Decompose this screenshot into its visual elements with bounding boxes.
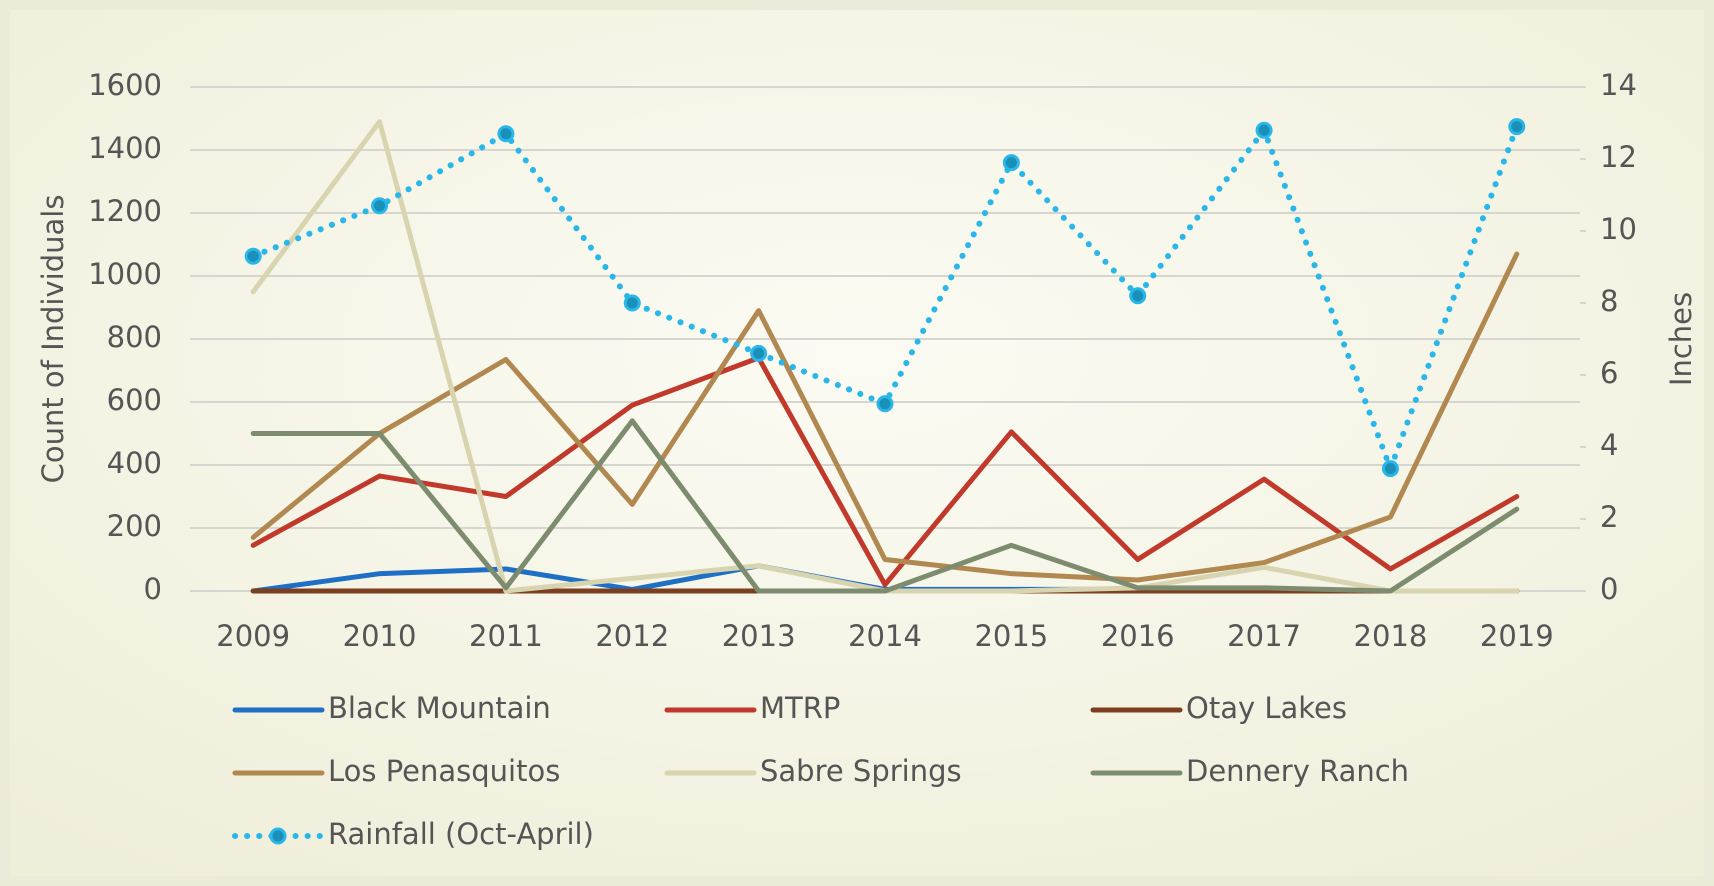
series-marker — [876, 395, 894, 413]
series-line — [250, 251, 1520, 583]
legend-label: Dennery Ranch — [1186, 754, 1409, 788]
series-line — [250, 418, 1520, 594]
x-tick-label: 2014 — [848, 619, 922, 653]
x-tick-label: 2009 — [216, 619, 290, 653]
series-marker — [1002, 154, 1020, 172]
x-tick-label: 2016 — [1101, 619, 1175, 653]
series-marker — [1508, 118, 1526, 136]
x-tick-label: 2017 — [1227, 619, 1301, 653]
y2-axis-title: Inches — [1664, 292, 1698, 386]
series-marker — [1129, 287, 1147, 305]
y2-tick-label: 4 — [1600, 428, 1618, 462]
legend-label: Black Mountain — [328, 691, 551, 725]
x-tick-label: 2010 — [343, 619, 417, 653]
series-marker — [371, 197, 389, 215]
legend-label: Los Penasquitos — [328, 754, 560, 788]
y2-tick-label: 12 — [1600, 140, 1637, 174]
series-marker — [750, 344, 768, 362]
y-tick-label: 600 — [107, 383, 162, 417]
legend-label: Rainfall (Oct-April) — [328, 817, 594, 851]
legend-label: Otay Lakes — [1186, 691, 1347, 725]
y-tick-label: 800 — [107, 320, 162, 354]
y2-tick-label: 2 — [1600, 500, 1618, 534]
y-tick-label: 1600 — [88, 68, 162, 102]
y-axis-title: Count of Individuals — [36, 195, 70, 484]
legend-label: Sabre Springs — [760, 754, 962, 788]
x-tick-label: 2013 — [722, 619, 796, 653]
series-line — [250, 355, 1520, 588]
y2-tick-label: 6 — [1600, 356, 1618, 390]
y2-tick-label: 10 — [1600, 212, 1637, 246]
y2-tick-label: 0 — [1600, 572, 1618, 606]
legend-label: MTRP — [760, 691, 840, 725]
y2-tick-label: 8 — [1600, 284, 1618, 318]
y-tick-label: 1000 — [88, 257, 162, 291]
x-tick-label: 2019 — [1480, 619, 1554, 653]
y-tick-label: 0 — [144, 572, 162, 606]
x-tick-label: 2011 — [469, 619, 543, 653]
series-marker — [244, 247, 262, 265]
background — [10, 10, 1704, 876]
y-tick-label: 400 — [107, 446, 162, 480]
series-marker — [1381, 460, 1399, 478]
y-tick-label: 1400 — [88, 131, 162, 165]
series-marker — [497, 125, 515, 143]
y-tick-label: 200 — [107, 509, 162, 543]
series-marker — [1255, 121, 1273, 139]
y-tick-label: 1200 — [88, 194, 162, 228]
x-tick-label: 2015 — [974, 619, 1048, 653]
y2-tick-label: 14 — [1600, 68, 1637, 102]
x-tick-label: 2012 — [595, 619, 669, 653]
legend-marker — [269, 827, 287, 845]
x-tick-label: 2018 — [1354, 619, 1428, 653]
series-marker — [623, 294, 641, 312]
